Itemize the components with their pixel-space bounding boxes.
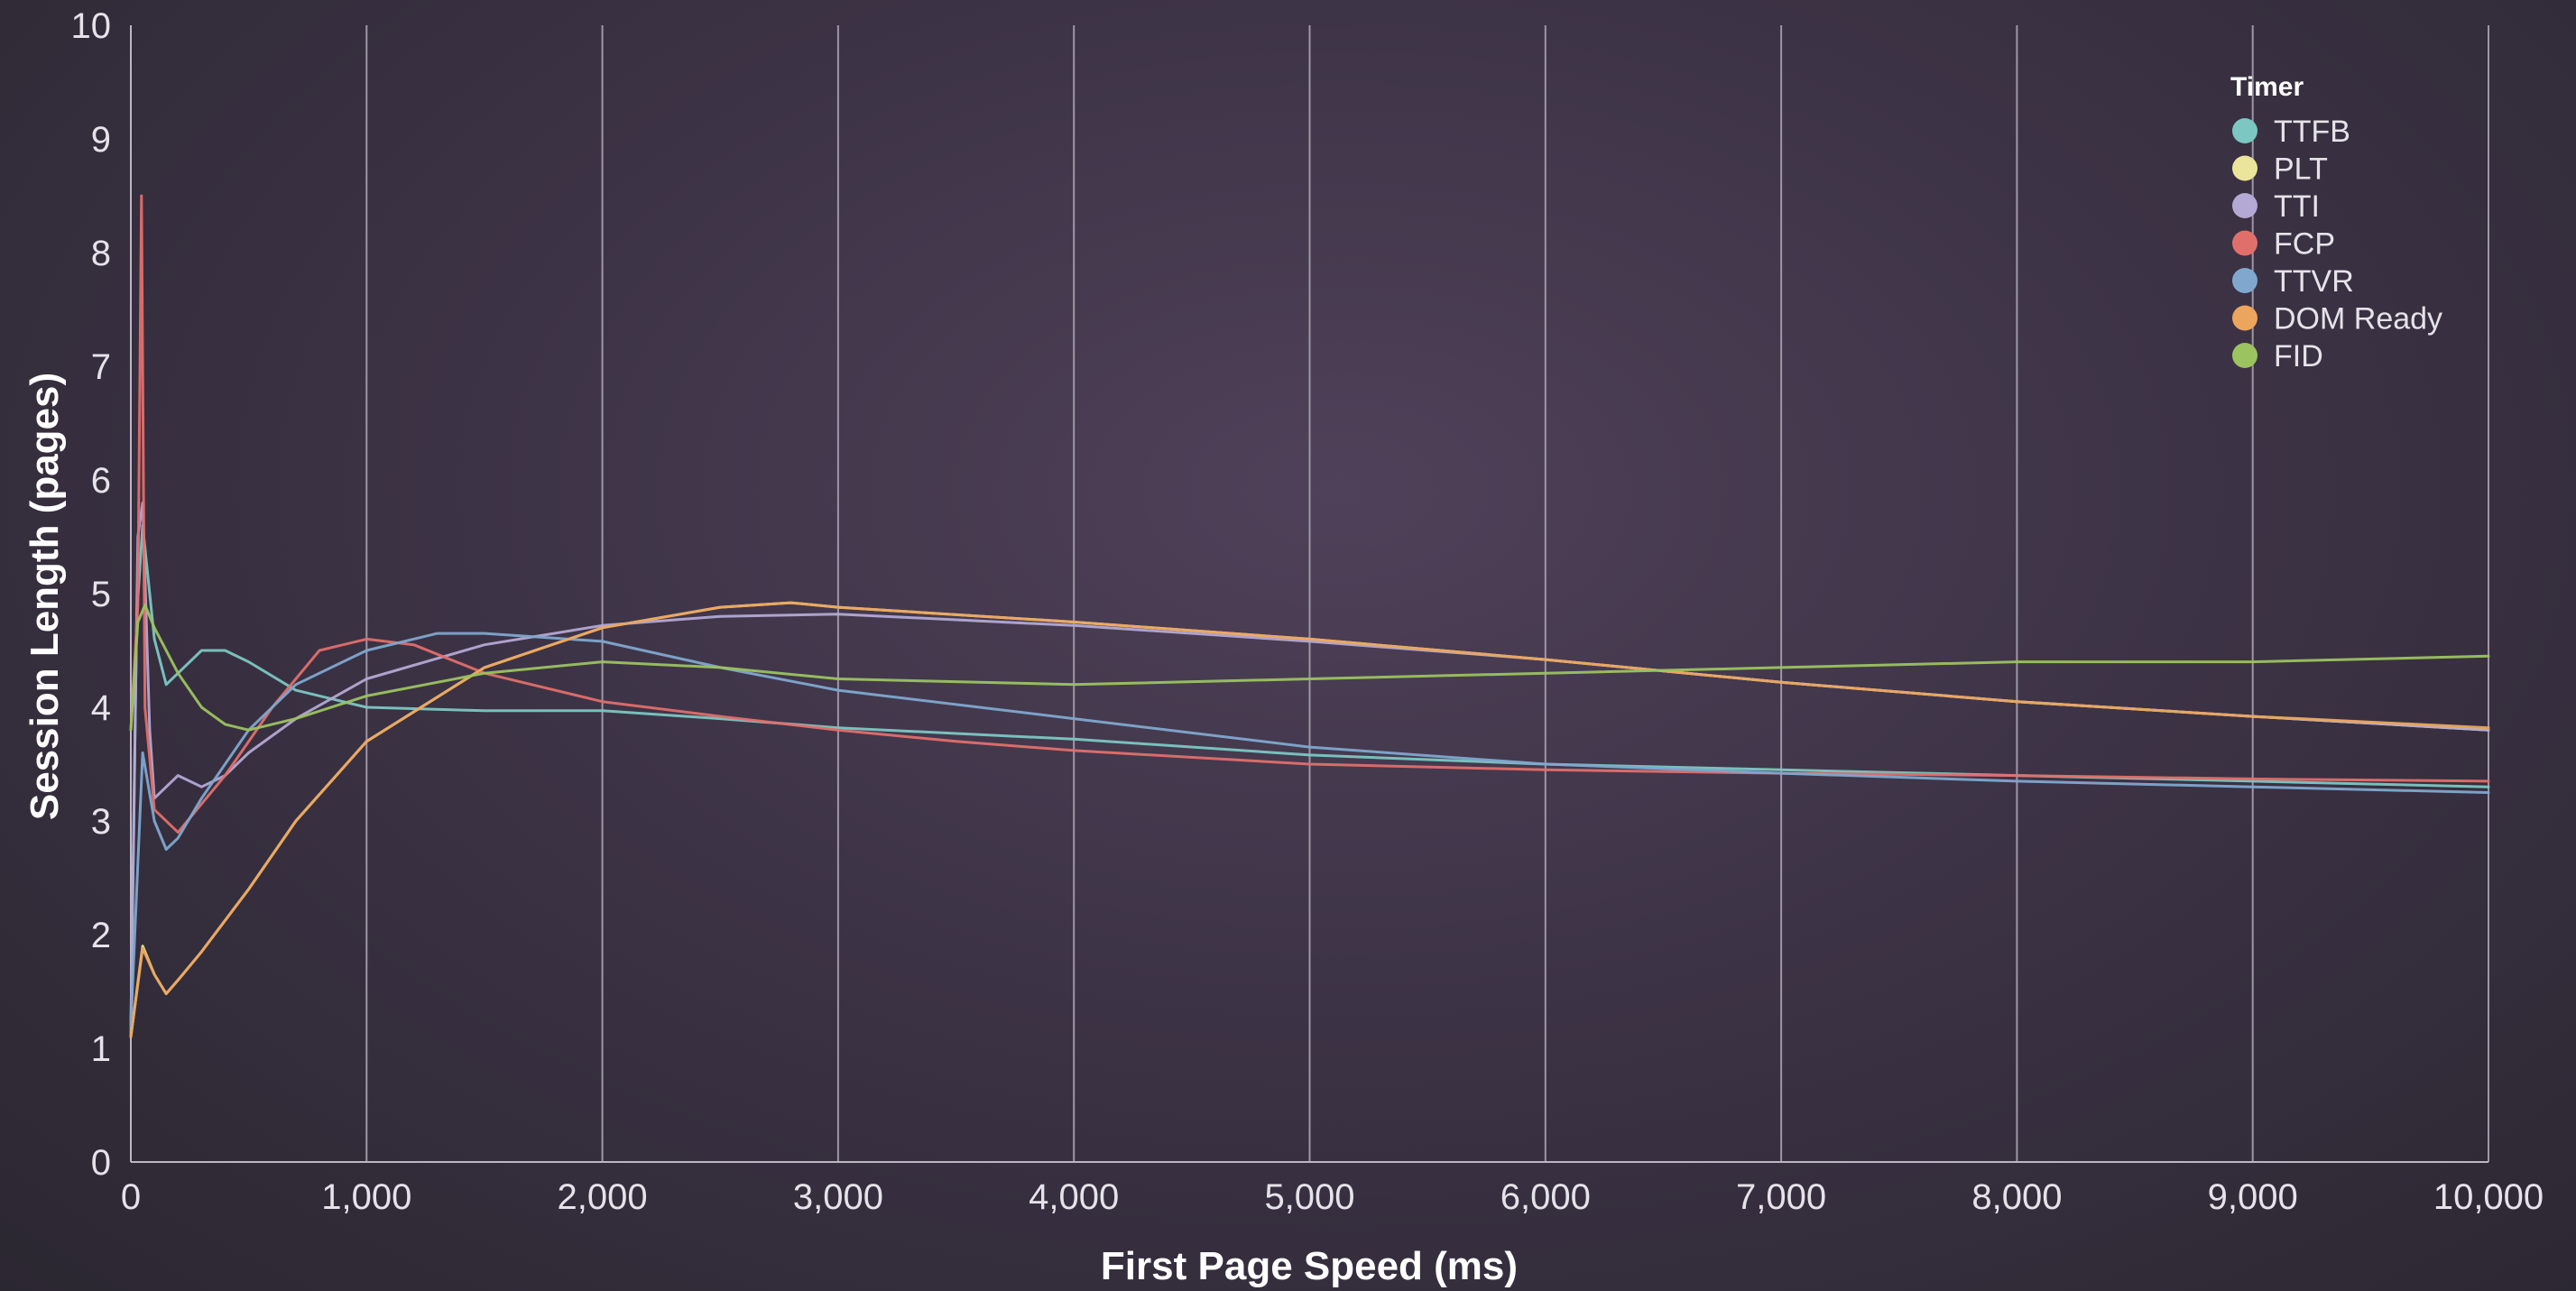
y-tick-label: 7: [91, 347, 111, 387]
x-tick-label: 10,000: [2433, 1177, 2544, 1217]
y-tick-label: 10: [71, 6, 112, 46]
x-axis-title: First Page Speed (ms): [1101, 1244, 1518, 1288]
x-tick-label: 4,000: [1029, 1177, 1119, 1217]
legend-swatch: [2232, 230, 2257, 256]
legend-swatch: [2232, 305, 2257, 331]
y-tick-label: 5: [91, 575, 111, 614]
x-tick-label: 7,000: [1736, 1177, 1826, 1217]
x-tick-label: 9,000: [2208, 1177, 2298, 1217]
y-tick-label: 6: [91, 461, 111, 501]
y-tick-label: 8: [91, 234, 111, 273]
grid-lines: [365, 25, 2489, 1162]
legend-label: DOM Ready: [2274, 302, 2442, 337]
y-tick-label: 1: [91, 1029, 111, 1069]
y-tick-label: 4: [91, 688, 111, 728]
y-tick-label: 3: [91, 802, 111, 842]
x-tick-label: 1,000: [321, 1177, 411, 1217]
tick-labels: 0 1,000 2,000 3,000 4,000 5,000 6,000 7,000 8,00…: [71, 6, 2544, 1217]
legend-label: TTVR: [2274, 264, 2354, 299]
x-tick-label: 5,000: [1264, 1177, 1354, 1217]
legend-label: TTFB: [2274, 115, 2350, 149]
x-tick-label: 2,000: [558, 1177, 648, 1217]
legend-swatch: [2232, 343, 2257, 368]
legend-swatch: [2232, 268, 2257, 293]
legend-label: TTI: [2274, 189, 2320, 224]
series-line-ttvr: [129, 632, 2490, 1028]
legend-title: Timer: [2230, 72, 2304, 102]
series-line-fid: [129, 604, 2490, 732]
legend-swatch: [2232, 155, 2257, 181]
x-tick-label: 3,000: [793, 1177, 883, 1217]
x-tick-label: 6,000: [1500, 1177, 1591, 1217]
y-axis-title: Session Length (pages): [23, 373, 67, 820]
y-tick-label: 0: [91, 1143, 111, 1183]
series-lines: [129, 194, 2490, 1038]
x-tick-label: 8,000: [1971, 1177, 2062, 1217]
legend-swatch: [2232, 118, 2257, 143]
x-tick-label: 0: [121, 1177, 141, 1217]
legend-label: PLT: [2274, 152, 2328, 187]
series-line-dom-ready: [129, 601, 2490, 1038]
legend-label: FCP: [2274, 227, 2335, 262]
y-tick-label: 9: [91, 120, 111, 160]
series-line-ttfb: [129, 523, 2490, 1038]
y-tick-label: 2: [91, 916, 111, 955]
legend-label: FID: [2274, 339, 2323, 373]
legend-swatch: [2232, 193, 2257, 218]
